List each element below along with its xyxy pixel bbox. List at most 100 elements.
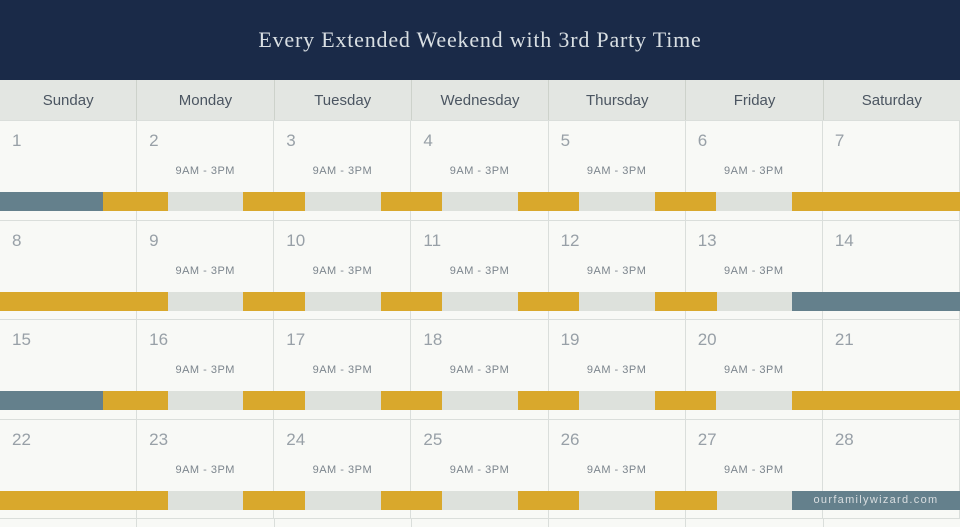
time-range-label: 9AM - 3PM	[586, 463, 647, 476]
time-range-label: 9AM - 3PM	[586, 264, 647, 277]
calendar-day-cell[interactable]: 5 9AM - 3PM	[549, 121, 686, 220]
day-header-monday: Monday	[137, 80, 275, 120]
day-number: 16	[149, 330, 169, 349]
schedule-segment-gray	[305, 490, 381, 510]
week-row: 22 23 9AM - 3PM 24 9AM - 3PM 25 9AM - 3PM 26 9AM…	[0, 419, 960, 519]
calendar-day-cell[interactable]: 15	[0, 320, 138, 419]
schedule-segment-gray	[579, 192, 655, 211]
schedule-segment-gold	[380, 391, 443, 410]
schedule-segment-gray	[442, 490, 518, 510]
schedule-segment-gold	[517, 490, 580, 510]
day-number: 13	[697, 230, 717, 250]
time-range-label: 9AM - 3PM	[449, 364, 510, 376]
calendar-day-cell[interactable]: 26 9AM - 3PM	[549, 419, 686, 518]
day-number: 24	[286, 429, 306, 449]
schedule-segment-gray	[168, 291, 244, 311]
schedule-segment-gold	[0, 490, 168, 510]
schedule-segment-gray	[579, 291, 655, 311]
week-row: 8 9 9AM - 3PM 10 9AM - 3PM 11 9AM - 3PM 12 9AM -…	[0, 220, 960, 320]
time-range-label: 9AM - 3PM	[175, 463, 235, 476]
schedule-segment-gold	[791, 391, 960, 410]
calendar-day-cell[interactable]: 10 9AM - 3PM	[274, 220, 412, 319]
day-number: 25	[423, 429, 443, 449]
time-range-label: 9AM - 3PM	[724, 364, 784, 376]
calendar-day-cell[interactable]: 11 9AM - 3PM	[411, 220, 549, 319]
day-number: 19	[560, 330, 580, 349]
schedule-segment-gray	[305, 391, 381, 410]
day-number: 4	[423, 131, 433, 150]
time-range-label: 9AM - 3PM	[586, 364, 647, 376]
schedule-segment-gold	[517, 192, 580, 211]
day-number: 2	[149, 131, 159, 150]
calendar-day-cell[interactable]: 8	[0, 220, 138, 319]
calendar-day-cell[interactable]: 22	[0, 419, 138, 518]
calendar-day-cell[interactable]: 21	[823, 320, 960, 419]
calendar-day-cell[interactable]: 6 9AM - 3PM	[686, 121, 823, 220]
calendar-day-cell[interactable]: 27 9AM - 3PM	[686, 419, 823, 518]
calendar-day-cell[interactable]: 14	[823, 220, 960, 319]
calendar-day-cell[interactable]: 9 9AM - 3PM	[137, 220, 275, 319]
calendar-day-cell[interactable]: 16 9AM - 3PM	[137, 320, 275, 419]
schedule-segment-gray	[579, 391, 655, 410]
schedule-segment-blue	[791, 490, 960, 510]
calendar-day-cell[interactable]: 1	[0, 121, 138, 220]
schedule-segment-gray	[716, 291, 792, 311]
schedule-segment-gold	[380, 192, 443, 211]
custody-schedule-bar	[0, 192, 960, 211]
schedule-segment-gold	[517, 391, 580, 410]
schedule-segment-gray	[716, 391, 792, 410]
title-bar: Every Extended Weekend with 3rd Party Ti…	[0, 0, 960, 80]
calendar-day-cell[interactable]: 18 9AM - 3PM	[411, 320, 549, 419]
day-number: 5	[560, 131, 571, 150]
day-header-sunday: Sunday	[0, 80, 138, 120]
calendar-day-cell[interactable]: 7	[823, 121, 960, 220]
calendar-day-cell-partial	[549, 519, 687, 527]
time-range-label: 9AM - 3PM	[175, 264, 235, 277]
day-number: 6	[697, 131, 708, 150]
schedule-segment-gold	[243, 291, 306, 311]
calendar-day-cell[interactable]: 24 9AM - 3PM	[274, 419, 412, 518]
time-range-label: 9AM - 3PM	[449, 165, 510, 177]
day-number: 27	[697, 429, 717, 449]
day-number: 7	[834, 131, 845, 150]
schedule-segment-gray	[167, 391, 244, 410]
schedule-segment-gold	[243, 490, 306, 510]
calendar-day-cell[interactable]: 4 9AM - 3PM	[411, 121, 549, 220]
schedule-segment-gray	[305, 291, 381, 311]
calendar-day-cell[interactable]: 28	[823, 419, 960, 518]
page-title: Every Extended Weekend with 3rd Party Ti…	[258, 27, 702, 52]
day-header-thursday: Thursday	[549, 80, 687, 120]
next-week-partial-row	[0, 519, 960, 527]
day-number: 1	[12, 131, 22, 150]
schedule-segment-gold	[380, 490, 443, 510]
schedule-segment-gray	[167, 192, 244, 211]
calendar-day-cell[interactable]: 2 9AM - 3PM	[137, 121, 275, 220]
custody-schedule-bar	[0, 391, 960, 410]
schedule-segment-gold	[517, 291, 580, 311]
calendar-day-cell-partial	[412, 519, 550, 527]
schedule-segment-gold	[380, 291, 443, 311]
schedule-segment-blue	[0, 391, 103, 410]
calendar-day-cell[interactable]: 17 9AM - 3PM	[274, 320, 412, 419]
calendar-day-cell[interactable]: 13 9AM - 3PM	[686, 220, 823, 319]
time-range-label: 9AM - 3PM	[724, 463, 784, 476]
calendar-day-cell[interactable]: 23 9AM - 3PM	[137, 419, 275, 518]
calendar-day-cell[interactable]: 25 9AM - 3PM	[411, 419, 549, 518]
day-number: 17	[286, 330, 306, 349]
schedule-segment-gray	[442, 291, 518, 311]
day-number: 14	[834, 230, 854, 250]
calendar-day-cell[interactable]: 19 9AM - 3PM	[549, 320, 686, 419]
schedule-segment-gray	[716, 192, 792, 211]
time-range-label: 9AM - 3PM	[312, 364, 373, 376]
schedule-segment-gold	[243, 192, 306, 211]
time-range-label: 9AM - 3PM	[449, 264, 510, 277]
calendar-day-cell[interactable]: 3 9AM - 3PM	[274, 121, 412, 220]
calendar-day-cell[interactable]: 12 9AM - 3PM	[549, 220, 686, 319]
day-number: 9	[149, 230, 159, 250]
day-header-tuesday: Tuesday	[275, 80, 412, 120]
calendar-day-cell-partial	[686, 519, 824, 527]
calendar-day-cell[interactable]: 20 9AM - 3PM	[686, 320, 823, 419]
schedule-segment-gray	[579, 490, 655, 510]
schedule-segment-gray	[442, 192, 518, 211]
